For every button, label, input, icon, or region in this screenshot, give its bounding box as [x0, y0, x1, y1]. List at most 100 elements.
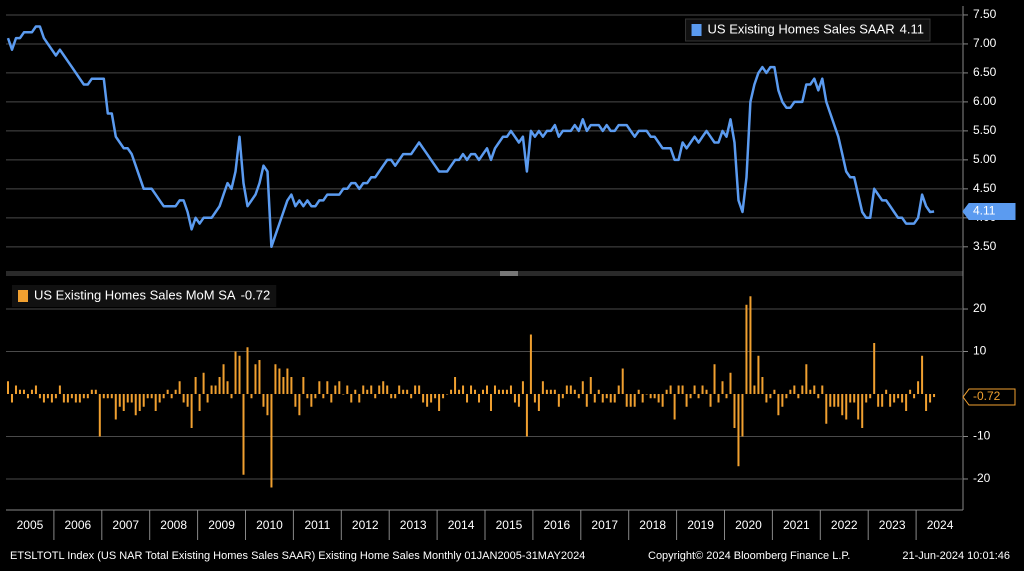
bar: [825, 394, 828, 424]
legend-swatch: [18, 290, 28, 302]
bar: [569, 385, 572, 394]
bar: [466, 394, 469, 403]
bar: [42, 394, 45, 403]
bar: [685, 394, 688, 407]
bar: [517, 394, 520, 407]
bar: [721, 381, 724, 394]
bar: [617, 385, 620, 394]
bar: [454, 377, 457, 394]
divider-handle: [500, 271, 518, 276]
bar: [146, 394, 149, 399]
bar: [210, 385, 213, 394]
bar: [270, 394, 273, 488]
bar: [733, 394, 736, 428]
y-tick-label: 3.50: [973, 239, 997, 253]
bar: [394, 394, 397, 399]
bar: [637, 389, 640, 394]
bar: [138, 394, 141, 411]
bar: [589, 377, 592, 394]
bar: [873, 343, 876, 394]
bar: [741, 394, 744, 437]
bar: [410, 394, 413, 399]
bar: [342, 394, 345, 395]
bar: [362, 385, 365, 394]
bar: [462, 385, 465, 394]
footer-middle: Copyright© 2024 Bloomberg Finance L.P.: [648, 550, 850, 562]
bar: [374, 394, 377, 399]
legend: US Existing Homes Sales MoM SA -0.72: [12, 285, 277, 307]
bar: [314, 394, 317, 399]
bar: [513, 394, 516, 403]
bar: [885, 389, 888, 394]
bar: [194, 377, 197, 394]
bar: [238, 355, 241, 394]
bar: [633, 394, 636, 407]
bar: [62, 394, 65, 403]
bar: [533, 394, 536, 403]
last-value-label: 4.11: [973, 204, 996, 218]
bar: [789, 389, 792, 394]
bar: [278, 368, 281, 394]
bar: [605, 394, 608, 399]
bar: [577, 394, 580, 399]
bar: [26, 394, 29, 399]
bar: [901, 394, 904, 403]
bar: [430, 394, 433, 403]
bar: [226, 381, 229, 394]
bar: [829, 394, 832, 407]
bar: [857, 394, 860, 420]
y-tick-label: 6.00: [973, 94, 997, 108]
bar: [322, 394, 325, 399]
bar: [150, 394, 153, 399]
bar: [82, 394, 85, 399]
bar: [406, 389, 409, 394]
bar: [286, 368, 289, 394]
bar: [262, 394, 265, 407]
bar: [350, 394, 353, 403]
y-tick-label: 7.00: [973, 36, 997, 50]
bar: [673, 394, 676, 420]
bar: [905, 394, 908, 411]
bar: [521, 381, 524, 394]
bar: [126, 394, 129, 403]
bar: [909, 389, 912, 394]
bar: [170, 394, 173, 399]
bar: [505, 389, 508, 394]
last-value-label: -0.72: [973, 389, 1001, 403]
bar: [613, 394, 616, 403]
bar: [346, 385, 349, 394]
bar: [326, 381, 329, 394]
x-tick-label: 2010: [256, 518, 283, 532]
bar: [805, 364, 808, 394]
bar: [725, 394, 728, 399]
bar: [94, 389, 97, 394]
bar: [713, 364, 716, 394]
bar: [438, 394, 441, 411]
bar: [669, 385, 672, 394]
bar: [330, 394, 333, 403]
bar: [793, 385, 796, 394]
bar: [661, 394, 664, 407]
bar: [649, 394, 652, 399]
bar: [274, 364, 277, 394]
bar: [501, 389, 504, 394]
bar: [629, 394, 632, 407]
bar: [14, 385, 17, 394]
bar: [162, 394, 165, 399]
bar: [817, 394, 820, 399]
bar: [178, 381, 181, 394]
bar: [302, 377, 305, 394]
legend-box: [685, 18, 931, 42]
bar: [482, 389, 485, 394]
x-tick-label: 2007: [112, 518, 139, 532]
bar: [849, 394, 852, 403]
x-tick-label: 2013: [400, 518, 427, 532]
x-tick-label: 2022: [831, 518, 858, 532]
y-tick-label: 4.50: [973, 181, 997, 195]
bar: [446, 394, 449, 395]
bar: [541, 381, 544, 394]
bar: [242, 394, 245, 475]
legend: US Existing Homes Sales SAAR 4.11: [685, 18, 931, 42]
footer-right: 21-Jun-2024 10:01:46: [902, 550, 1010, 562]
bar: [601, 394, 604, 403]
